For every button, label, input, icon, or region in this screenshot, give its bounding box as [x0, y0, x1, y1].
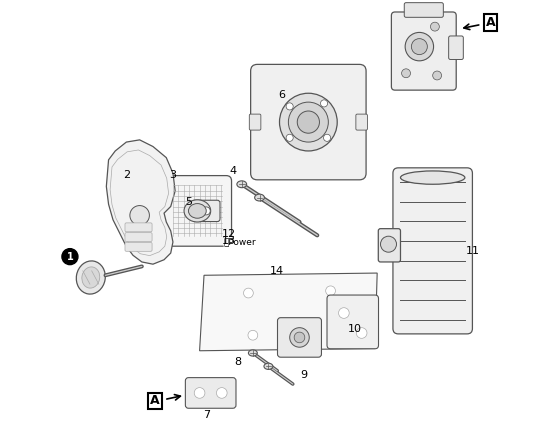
FancyBboxPatch shape [391, 12, 456, 90]
Ellipse shape [184, 200, 211, 222]
Ellipse shape [188, 203, 206, 218]
Text: 12: 12 [221, 229, 235, 239]
Circle shape [381, 236, 396, 252]
Circle shape [244, 288, 253, 298]
Ellipse shape [400, 171, 465, 184]
Ellipse shape [237, 181, 247, 188]
Text: A: A [486, 16, 495, 29]
Circle shape [411, 39, 427, 55]
Ellipse shape [248, 350, 257, 356]
Circle shape [248, 330, 258, 340]
Circle shape [62, 249, 78, 265]
Circle shape [294, 332, 305, 343]
Text: ⓇPower: ⓇPower [224, 238, 257, 246]
FancyBboxPatch shape [356, 114, 367, 130]
Text: 3: 3 [169, 170, 177, 180]
Circle shape [401, 69, 410, 78]
Circle shape [405, 32, 434, 61]
Text: 7: 7 [203, 410, 210, 420]
Text: 1: 1 [67, 252, 73, 262]
FancyBboxPatch shape [125, 233, 152, 242]
FancyBboxPatch shape [277, 318, 321, 357]
Text: 4: 4 [229, 166, 236, 176]
FancyBboxPatch shape [449, 36, 463, 59]
Circle shape [194, 388, 205, 398]
Polygon shape [200, 273, 377, 351]
Text: 14: 14 [270, 266, 285, 276]
FancyBboxPatch shape [404, 3, 443, 17]
Ellipse shape [82, 267, 100, 288]
Ellipse shape [255, 194, 264, 201]
Circle shape [202, 207, 210, 215]
Circle shape [326, 286, 335, 296]
Text: 6: 6 [278, 91, 285, 100]
Text: 8: 8 [234, 357, 241, 367]
Circle shape [216, 388, 227, 398]
FancyBboxPatch shape [393, 168, 472, 334]
Circle shape [356, 328, 367, 338]
Text: 10: 10 [348, 324, 362, 333]
Circle shape [430, 22, 439, 31]
Circle shape [324, 134, 330, 141]
FancyBboxPatch shape [250, 64, 366, 180]
Text: 5: 5 [185, 197, 192, 207]
FancyBboxPatch shape [186, 377, 236, 408]
Text: 13: 13 [221, 236, 235, 246]
FancyBboxPatch shape [163, 176, 231, 246]
Circle shape [288, 102, 328, 142]
Circle shape [433, 71, 442, 80]
FancyBboxPatch shape [192, 200, 220, 222]
Ellipse shape [264, 363, 273, 369]
FancyBboxPatch shape [125, 223, 152, 232]
Circle shape [130, 206, 149, 225]
FancyBboxPatch shape [327, 295, 378, 349]
Circle shape [328, 330, 338, 340]
FancyBboxPatch shape [378, 229, 400, 262]
Circle shape [297, 111, 319, 133]
Circle shape [286, 103, 293, 110]
Text: 9: 9 [300, 370, 307, 380]
Circle shape [339, 308, 349, 318]
Circle shape [290, 328, 309, 347]
Text: 11: 11 [466, 246, 480, 256]
Circle shape [286, 134, 293, 141]
FancyBboxPatch shape [125, 242, 152, 251]
Ellipse shape [76, 261, 105, 294]
Text: 2: 2 [123, 170, 130, 180]
Circle shape [320, 100, 328, 107]
Polygon shape [106, 140, 175, 264]
FancyBboxPatch shape [249, 114, 261, 130]
Text: A: A [150, 394, 160, 408]
Circle shape [280, 93, 337, 151]
